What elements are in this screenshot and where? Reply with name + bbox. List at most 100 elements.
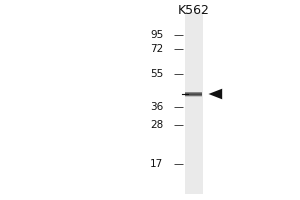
Text: 95: 95 [150, 30, 164, 40]
Bar [197, 92, 198, 93]
Bar [193, 95, 194, 96]
Bar [202, 96, 203, 97]
Bar [188, 93, 189, 94]
Bar [197, 93, 198, 94]
Bar [201, 93, 202, 94]
Bar [190, 92, 191, 93]
Text: 55: 55 [150, 69, 164, 79]
Text: 28: 28 [150, 120, 164, 130]
Bar [193, 93, 194, 94]
Bar [185, 92, 186, 93]
Bar [184, 92, 185, 93]
Bar [192, 94, 193, 95]
Bar [186, 95, 187, 96]
Bar [201, 96, 202, 97]
Bar [196, 95, 197, 96]
Bar [187, 95, 188, 96]
Bar [202, 95, 203, 96]
Bar [195, 93, 196, 94]
Bar [200, 95, 201, 96]
Bar [202, 96, 203, 97]
Bar [202, 92, 203, 93]
Text: 36: 36 [150, 102, 164, 112]
Bar [192, 92, 193, 93]
Bar [186, 96, 187, 97]
Bar [186, 94, 187, 95]
Bar [198, 93, 199, 94]
Bar [192, 95, 193, 96]
Bar [187, 92, 188, 93]
Bar [190, 94, 191, 95]
Bar [197, 95, 198, 96]
Bar [197, 94, 198, 95]
Bar [189, 93, 190, 94]
Bar [187, 96, 188, 97]
Bar [186, 92, 187, 93]
Bar [188, 92, 189, 93]
Bar [190, 95, 191, 96]
Bar [200, 93, 201, 94]
Bar [184, 96, 185, 97]
Bar [184, 12, 202, 194]
Bar [202, 93, 203, 94]
Bar [196, 96, 197, 97]
Bar [200, 96, 201, 97]
Bar [200, 94, 201, 95]
Bar [201, 92, 202, 93]
Bar [184, 95, 185, 96]
Bar [194, 96, 195, 97]
Bar [195, 94, 196, 95]
Text: 72: 72 [150, 44, 164, 54]
Bar [201, 95, 202, 96]
Text: K562: K562 [178, 3, 209, 17]
Bar [198, 96, 199, 97]
Bar [188, 95, 189, 96]
Bar [193, 94, 194, 95]
Bar [189, 92, 190, 93]
Bar [194, 93, 195, 94]
Bar [189, 95, 190, 96]
Bar [188, 94, 189, 95]
Bar [195, 95, 196, 96]
Bar [195, 92, 196, 93]
Bar [187, 93, 188, 94]
Bar [189, 96, 190, 97]
Bar [199, 92, 200, 93]
Bar [202, 94, 203, 95]
Bar [195, 96, 196, 97]
Bar [198, 92, 199, 93]
Bar [185, 96, 186, 97]
Bar [193, 92, 194, 93]
Polygon shape [208, 89, 222, 99]
Bar [196, 94, 197, 95]
Bar [200, 92, 201, 93]
Bar [189, 94, 190, 95]
Text: 17: 17 [150, 159, 164, 169]
Bar [198, 95, 199, 96]
Bar [196, 92, 197, 93]
Bar [197, 96, 198, 97]
Bar [194, 95, 195, 96]
Bar [190, 93, 191, 94]
Bar [185, 95, 186, 96]
Bar [185, 93, 186, 94]
Bar [184, 93, 185, 94]
Bar [191, 96, 192, 97]
Bar [184, 94, 185, 95]
Bar [191, 93, 192, 94]
Bar [186, 93, 187, 94]
Bar [185, 94, 186, 95]
Bar [202, 92, 203, 93]
Bar [194, 94, 195, 95]
Bar [198, 94, 199, 95]
Bar [202, 95, 203, 96]
Bar [201, 94, 202, 95]
Bar [199, 94, 200, 95]
Bar [190, 96, 191, 97]
Bar [187, 94, 188, 95]
Bar [188, 96, 189, 97]
Bar [199, 93, 200, 94]
Bar [199, 96, 200, 97]
Bar [191, 95, 192, 96]
Bar [202, 94, 203, 95]
